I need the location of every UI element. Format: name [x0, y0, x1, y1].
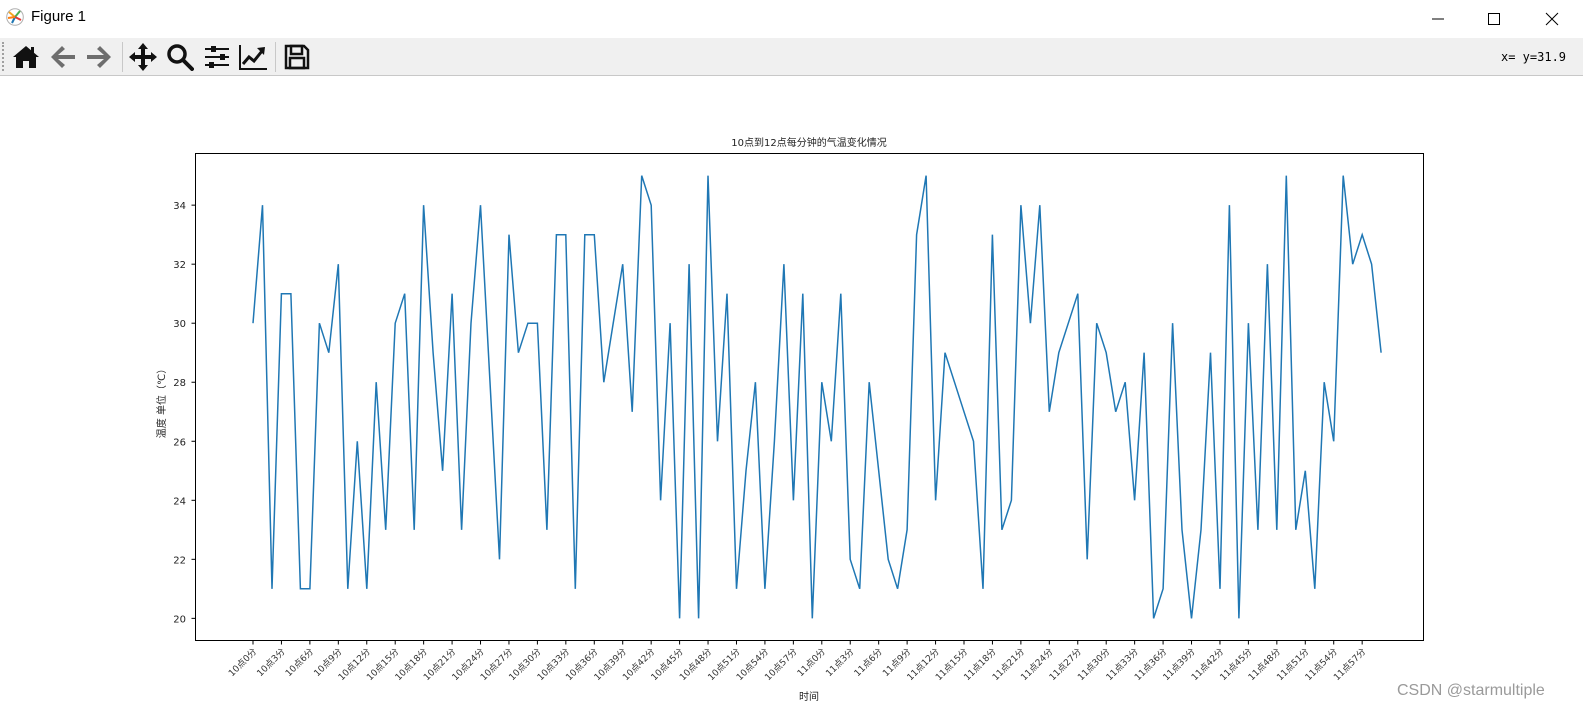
maximize-button[interactable] [1471, 0, 1517, 37]
floppy-disk-icon [284, 44, 310, 70]
y-tick-label: 34 [173, 201, 186, 212]
maximize-icon [1488, 12, 1500, 25]
x-tick-label: 11点6分 [852, 646, 885, 679]
toolbar-grip[interactable] [2, 42, 6, 71]
arrow-left-icon [51, 46, 75, 68]
y-tick-label: 26 [173, 437, 186, 448]
back-button[interactable] [47, 41, 79, 73]
edit-axis-button[interactable] [237, 41, 269, 73]
arrow-right-icon [87, 46, 111, 68]
line-chart[interactable]: 10点到12点每分钟的气温变化情况 20 22 24 26 28 30 32 34 10点0分… [0, 76, 1583, 716]
x-axis-label: 时间 [799, 690, 819, 703]
y-tick-label: 32 [173, 260, 186, 271]
line-chart-icon [239, 45, 267, 70]
home-button[interactable] [10, 41, 42, 73]
plot-area [252, 175, 1382, 619]
sliders-icon [205, 46, 229, 68]
home-icon [13, 46, 39, 68]
y-axis: 20 22 24 26 28 30 32 34 [173, 201, 196, 625]
y-tick-label: 30 [173, 319, 186, 330]
matplotlib-logo-icon [6, 8, 24, 26]
cursor-coordinates: x= y=31.9 [1501, 50, 1567, 64]
magnifier-icon [167, 44, 194, 71]
x-tick-label: 10点0分 [226, 646, 259, 679]
minimize-button[interactable] [1415, 0, 1461, 37]
save-button[interactable] [281, 41, 313, 73]
configure-subplots-button[interactable] [201, 41, 233, 73]
x-tick-label: 10点6分 [283, 646, 316, 679]
y-tick-label: 20 [173, 614, 186, 625]
y-tick-label: 24 [173, 496, 186, 507]
x-axis: 10点0分10点3分10点6分10点9分10点12分10点15分10点18分10… [226, 640, 1368, 683]
zoom-button[interactable] [164, 41, 196, 73]
figure-canvas[interactable]: 10点到12点每分钟的气温变化情况 20 22 24 26 28 30 32 34 10点0分… [0, 76, 1583, 716]
axes-frame [195, 153, 1424, 641]
y-axis-label: 温度 单位（℃） [155, 364, 168, 438]
minimize-icon [1432, 18, 1444, 19]
x-tick-label: 11点0分 [795, 646, 828, 679]
toolbar-separator [122, 42, 123, 72]
toolbar-separator [275, 42, 276, 72]
chart-title: 10点到12点每分钟的气温变化情况 [731, 136, 886, 149]
navigation-toolbar: x= y=31.9 [0, 38, 1583, 76]
move-icon [129, 43, 157, 71]
window-title: Figure 1 [31, 8, 87, 25]
y-tick-label: 28 [173, 378, 186, 389]
y-tick-label: 22 [173, 555, 186, 566]
x-tick-label: 11点3分 [824, 646, 857, 679]
window-titlebar: Figure 1 [0, 0, 1583, 37]
close-icon [1545, 12, 1559, 25]
temperature-line [252, 175, 1382, 619]
x-tick-label: 10点3分 [255, 646, 288, 679]
watermark: CSDN @starmultiple [1397, 682, 1545, 699]
pan-button[interactable] [127, 41, 159, 73]
close-button[interactable] [1529, 0, 1575, 37]
forward-button[interactable] [83, 41, 115, 73]
